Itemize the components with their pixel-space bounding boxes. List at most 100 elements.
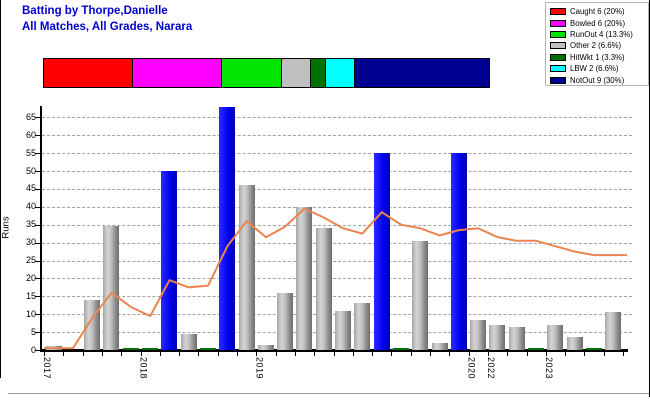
legend-label-0: Caught 6 (20%) — [570, 7, 625, 17]
y-tick-0 — [35, 350, 40, 351]
y-tick-5 — [35, 332, 40, 334]
legend-label-6: NotOut 9 (30%) — [570, 75, 625, 85]
innings-bar-9 — [199, 348, 216, 350]
grid-line-25 — [42, 260, 632, 262]
innings-bar-25 — [508, 327, 525, 350]
x-tick-19 — [410, 352, 412, 356]
innings-bar-8 — [180, 334, 197, 350]
y-tick-30 — [35, 242, 40, 244]
grid-line-20 — [42, 278, 632, 280]
grid-line-60 — [42, 135, 632, 137]
dismissal-segment-bowled — [133, 59, 223, 87]
legend-label-4: HitWkt 1 (3.3%) — [570, 52, 625, 62]
report-subtitle: All Matches, All Grades, Narara — [22, 21, 193, 33]
y-tick-label-60: 60 — [25, 129, 36, 140]
x-tick-25 — [526, 352, 528, 356]
y-tick-label-50: 50 — [25, 165, 36, 176]
innings-bar-14 — [296, 207, 313, 350]
x-tick-26 — [545, 352, 547, 356]
x-tick-14 — [314, 352, 316, 356]
x-tick-3 — [101, 352, 103, 356]
dismissal-segment-lbw — [325, 59, 356, 87]
y-tick-label-40: 40 — [25, 201, 36, 212]
x-tick-24 — [507, 352, 509, 356]
x-tick-2 — [82, 352, 84, 356]
y-tick-label-65: 65 — [25, 111, 36, 122]
y-tick-45 — [35, 188, 40, 190]
innings-bar-22 — [450, 153, 467, 350]
y-tick-25 — [35, 260, 40, 262]
season-label-2019: 2019 — [254, 357, 265, 380]
legend-row: NotOut 9 (30%) — [550, 74, 645, 85]
report-title: Batting by Thorpe,Danielle — [22, 5, 168, 17]
x-tick-27 — [565, 352, 567, 356]
x-tick-8 — [198, 352, 200, 356]
innings-bar-13 — [277, 293, 294, 350]
innings-bar-24 — [489, 325, 506, 350]
legend-swatch-5 — [550, 65, 566, 73]
x-tick-28 — [584, 352, 586, 356]
legend-label-3: Other 2 (6.6%) — [570, 41, 622, 51]
legend-row: RunOut 4 (13.3%) — [550, 29, 645, 40]
innings-bar-26 — [528, 348, 544, 350]
legend-row: LBW 2 (6.6%) — [550, 63, 645, 74]
innings-bar-5 — [122, 348, 139, 350]
grid-line-40 — [42, 206, 632, 208]
innings-bar-21 — [431, 343, 448, 350]
y-axis-line — [40, 106, 42, 351]
x-tick-5 — [140, 352, 142, 356]
innings-bar-16 — [335, 311, 351, 350]
y-tick-65 — [35, 117, 40, 119]
innings-bar-30 — [605, 312, 622, 350]
season-label-2018: 2018 — [138, 357, 149, 380]
y-tick-label-0: 0 — [30, 344, 36, 355]
y-tick-label-25: 25 — [25, 255, 36, 265]
y-tick-20 — [35, 278, 40, 280]
innings-bar-20 — [412, 241, 429, 350]
x-axis-line — [40, 349, 628, 352]
y-tick-50 — [35, 171, 40, 172]
y-tick-label-10: 10 — [25, 308, 36, 319]
y-tick-55 — [35, 153, 40, 155]
y-tick-label-30: 30 — [25, 237, 36, 248]
innings-bar-11 — [238, 185, 255, 350]
innings-bar-28 — [566, 337, 583, 350]
legend-label-2: RunOut 4 (13.3%) — [570, 29, 633, 39]
grid-line-65 — [42, 117, 632, 119]
grid-line-45 — [42, 188, 632, 190]
y-tick-60 — [35, 135, 40, 137]
innings-bar-15 — [315, 228, 332, 350]
innings-bar-3 — [84, 300, 101, 350]
legend-swatch-1 — [550, 19, 566, 27]
dismissal-segment-notout — [355, 59, 489, 87]
y-tick-label-35: 35 — [25, 219, 36, 230]
y-tick-15 — [35, 296, 40, 298]
y-tick-label-55: 55 — [25, 147, 36, 158]
y-tick-40 — [35, 206, 40, 208]
legend-label-1: Bowled 6 (20%) — [570, 18, 626, 28]
legend-swatch-3 — [550, 42, 566, 50]
x-tick-18 — [391, 352, 393, 356]
innings-bar-7 — [161, 171, 178, 350]
innings-bar-12 — [257, 345, 274, 350]
grid-line-35 — [42, 224, 632, 226]
legend-row: Bowled 6 (20%) — [550, 17, 645, 28]
x-tick-20 — [430, 352, 431, 356]
grid-line-30 — [42, 242, 632, 244]
season-label-2020: 2020 — [466, 357, 477, 380]
season-label-2023: 2023 — [543, 357, 554, 380]
dismissal-percentage-bar — [43, 58, 490, 88]
grid-line-50 — [42, 171, 632, 172]
x-tick-13 — [294, 352, 296, 356]
y-tick-35 — [35, 224, 40, 226]
grid-line-55 — [42, 153, 632, 155]
x-tick-17 — [372, 352, 374, 356]
legend-row: HitWkt 1 (3.3%) — [550, 52, 645, 63]
legend-label-5: LBW 2 (6.6%) — [570, 64, 619, 74]
window-bottom-rule — [8, 393, 649, 394]
legend-row: Caught 6 (20%) — [550, 6, 645, 17]
x-tick-7 — [179, 352, 181, 356]
season-label-2017: 2017 — [42, 357, 52, 380]
